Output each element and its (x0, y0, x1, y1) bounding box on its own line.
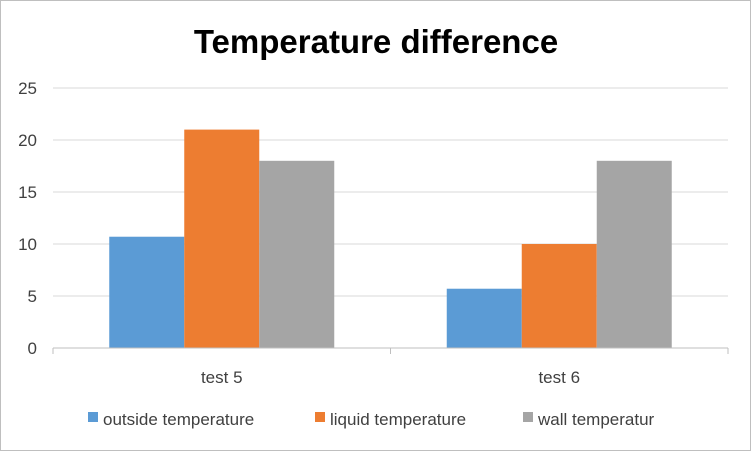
legend-swatch (315, 412, 325, 422)
x-axis (52, 347, 729, 354)
legend: outside temperature liquid temperature wal… (88, 410, 655, 429)
x-category-label: test 5 (201, 368, 243, 387)
bar (521, 244, 597, 348)
legend-swatch (88, 412, 98, 422)
legend-label: wall temperatur (537, 410, 655, 429)
y-tick-label: 20 (18, 131, 37, 150)
bar (596, 160, 672, 348)
legend-label: liquid temperature (330, 410, 466, 429)
x-category-label: test 6 (538, 368, 580, 387)
y-tick-label: 5 (28, 287, 37, 306)
y-tick-label: 15 (18, 183, 37, 202)
bar (109, 236, 185, 348)
chart-title: Temperature difference (194, 23, 558, 60)
bar (259, 160, 335, 348)
bar (446, 288, 522, 348)
y-tick-label: 10 (18, 235, 37, 254)
legend-swatch (523, 412, 533, 422)
y-axis-ticks: 0 5 10 15 20 25 (18, 79, 37, 358)
y-tick-label: 25 (18, 79, 37, 98)
y-tick-label: 0 (28, 339, 37, 358)
bar (184, 129, 260, 348)
bars (109, 129, 672, 348)
legend-label: outside temperature (103, 410, 254, 429)
x-axis-categories: test 5 test 6 (201, 368, 580, 387)
